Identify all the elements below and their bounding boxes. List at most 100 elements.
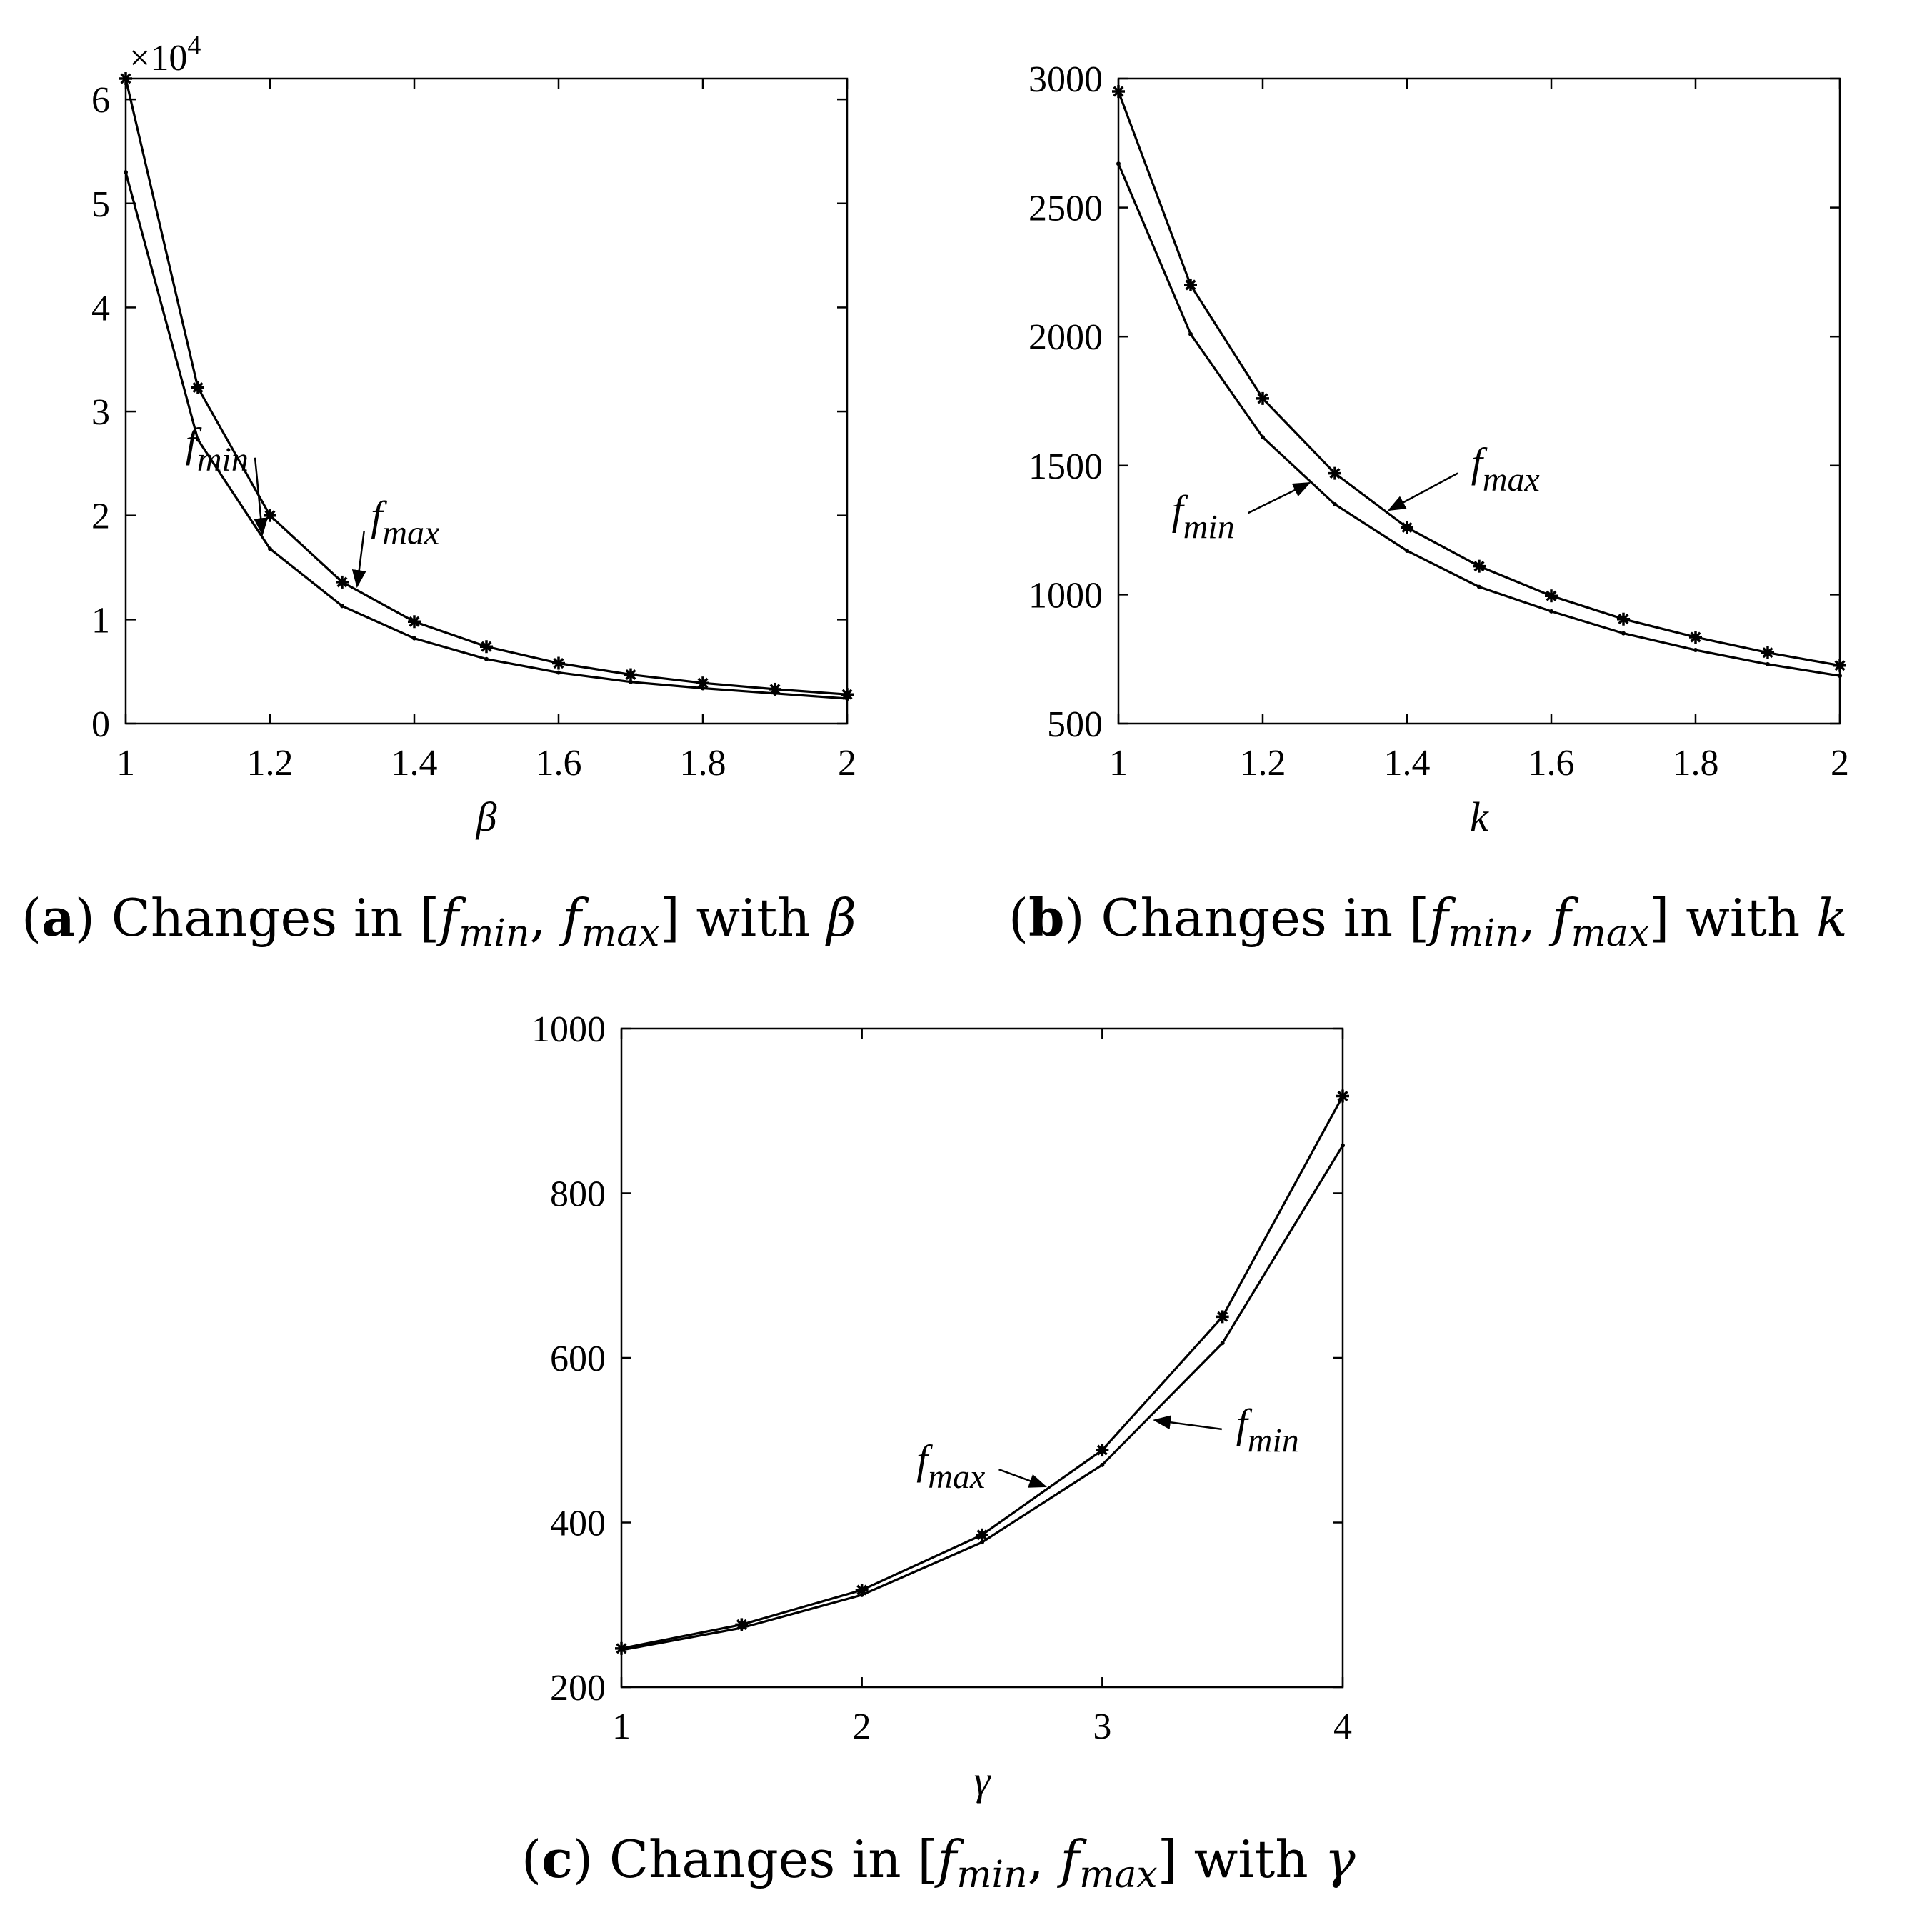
x-tick-label: 1.6 — [536, 743, 582, 784]
series-line-f-min — [621, 1144, 1344, 1651]
data-point-f-max — [480, 640, 493, 654]
data-point-f-min — [701, 686, 705, 691]
data-point-f-min — [1188, 331, 1193, 336]
y-tick-label: 0 — [91, 704, 110, 745]
data-point-f-min — [196, 437, 200, 442]
annotation-label-f-max: fmax — [1471, 439, 1540, 499]
y-tick-label: 600 — [550, 1339, 606, 1379]
x-tick-label: 1 — [116, 743, 135, 784]
data-point-f-min — [1220, 1341, 1225, 1346]
data-point-f-max — [624, 668, 637, 681]
data-point-f-max — [1761, 646, 1774, 659]
panel-caption: (b) Changes in [fmin, fmax] with k — [1008, 887, 1848, 955]
data-point-f-max — [1545, 589, 1558, 603]
plot-frame — [124, 77, 849, 725]
x-tick-label: 1 — [1109, 743, 1128, 784]
y-tick-label: 500 — [1047, 704, 1103, 745]
data-point-f-min — [859, 1592, 864, 1597]
data-point-f-max — [1617, 612, 1630, 626]
data-point-f-min — [1838, 674, 1842, 679]
data-point-f-min — [1766, 661, 1770, 666]
x-tick-label: 4 — [1333, 1706, 1352, 1747]
data-point-f-max — [1833, 659, 1846, 672]
data-point-f-min — [412, 636, 416, 641]
y-tick-label: 400 — [550, 1504, 606, 1544]
data-point-f-min — [556, 670, 561, 675]
data-point-f-max — [1096, 1444, 1109, 1457]
x-tick-label: 1.4 — [391, 743, 438, 784]
data-point-f-max — [1328, 466, 1341, 480]
annotation-arrow — [254, 457, 269, 536]
y-tick-label: 1000 — [531, 1009, 606, 1050]
annotation-arrow — [1387, 472, 1458, 511]
data-point-f-max — [264, 509, 276, 522]
x-axis-label: β — [476, 794, 497, 840]
series-line-f-max — [621, 1095, 1344, 1650]
data-point-f-min — [1405, 548, 1409, 553]
data-point-f-min — [1100, 1462, 1105, 1467]
data-point-f-min — [1261, 435, 1265, 440]
data-point-f-max — [976, 1528, 988, 1541]
data-point-f-max — [119, 72, 132, 85]
y-tick-label: 2500 — [1028, 189, 1103, 229]
y-tick-label: 800 — [550, 1174, 606, 1215]
x-tick-label: 1.8 — [1673, 743, 1719, 784]
annotation-label-f-min: fmin — [1236, 1400, 1299, 1459]
data-point-f-max — [1401, 521, 1413, 534]
data-point-f-max — [191, 381, 204, 394]
data-point-f-max — [1473, 559, 1486, 573]
data-point-f-max — [1112, 85, 1125, 99]
series-line-f-max — [124, 78, 848, 696]
x-tick-label: 1.6 — [1528, 743, 1575, 784]
panel-caption: (c) Changes in [fmin, fmax] with γ — [521, 1829, 1356, 1896]
x-tick-label: 1.2 — [247, 743, 294, 784]
x-tick-label: 3 — [1093, 1706, 1111, 1747]
data-point-f-max — [1336, 1089, 1349, 1103]
y-tick-label: 200 — [550, 1668, 606, 1709]
data-point-f-max — [1256, 391, 1269, 405]
annotation-arrow — [1153, 1415, 1222, 1431]
annotation-arrow — [998, 1469, 1047, 1488]
data-point-f-min — [1116, 161, 1121, 166]
data-point-f-min — [980, 1540, 984, 1545]
x-axis-label: γ — [974, 1757, 992, 1804]
series-line-f-min — [124, 171, 848, 700]
x-axis-label: k — [1470, 794, 1489, 840]
x-tick-label: 1.2 — [1240, 743, 1286, 784]
data-point-f-min — [619, 1648, 624, 1653]
y-tick-label: 4 — [91, 288, 110, 329]
data-point-f-min — [484, 656, 489, 661]
x-tick-label: 2 — [1831, 743, 1849, 784]
annotation-label-f-max: fmax — [916, 1436, 985, 1496]
chart-panel-c: 1 2 3 4 200 400 600 800 1000 γ fmax fmin (c) Changes… — [521, 1009, 1356, 1896]
data-point-f-min — [739, 1626, 744, 1631]
data-point-f-min — [1549, 609, 1553, 614]
data-point-f-min — [1621, 631, 1626, 636]
y-tick-label: 1 — [91, 600, 110, 641]
data-point-f-max — [408, 615, 421, 629]
chart-panel-b: 1 1.2 1.4 1.6 1.8 250010001500200025003000kfm… — [1008, 59, 1849, 955]
data-point-f-max — [336, 575, 349, 589]
panel-caption: (a) Changes in [fmin, fmax] with β — [21, 887, 856, 955]
y-tick-label: 6 — [91, 80, 110, 121]
data-point-f-max — [1689, 630, 1702, 644]
y-exponent-label: ×104 — [129, 31, 201, 79]
y-tick-label: 3000 — [1028, 59, 1103, 100]
y-tick-label: 1500 — [1028, 446, 1103, 487]
data-point-f-min — [1693, 648, 1698, 653]
data-point-f-min — [124, 170, 128, 175]
data-point-f-max — [552, 656, 565, 670]
annotation-arrow — [351, 531, 366, 589]
data-point-f-min — [629, 679, 633, 684]
y-tick-label: 3 — [91, 392, 110, 433]
x-tick-label: 1.8 — [680, 743, 726, 784]
data-point-f-max — [1184, 278, 1197, 291]
y-tick-label: 1000 — [1028, 575, 1103, 616]
annotation-label-f-max: fmax — [371, 493, 439, 552]
y-tick-label: 2000 — [1028, 317, 1103, 358]
annotation-label-f-min: fmin — [1172, 486, 1235, 546]
data-point-f-min — [845, 696, 849, 701]
data-point-f-min — [773, 691, 777, 696]
